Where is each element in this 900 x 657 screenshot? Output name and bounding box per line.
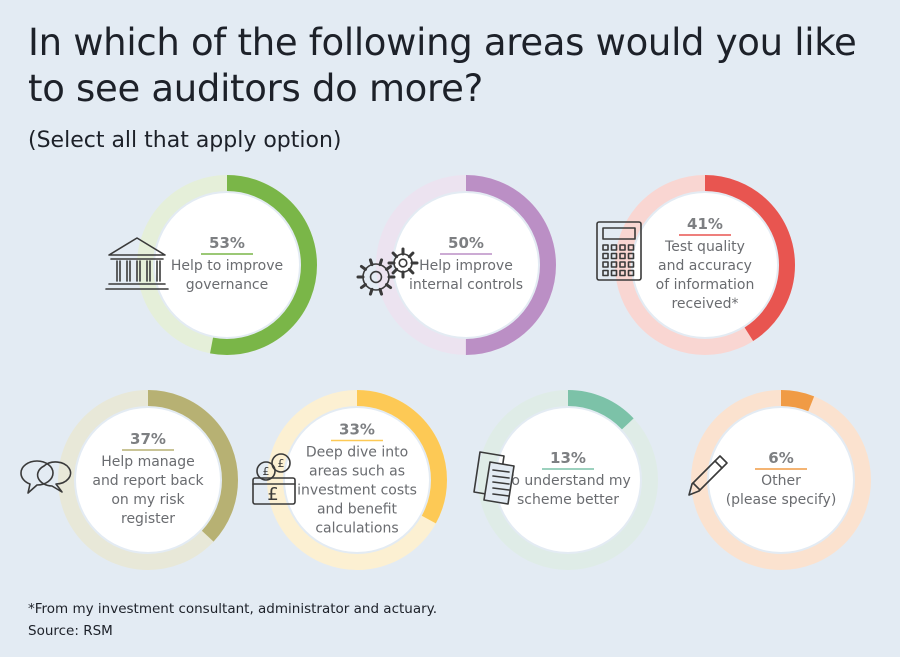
category-label-line: To understand my [504, 473, 631, 489]
donut-13: 13% To understand my scheme better [478, 390, 658, 570]
category-label-line: of information [656, 277, 755, 293]
category-label-line: internal controls [409, 277, 523, 293]
donut-inner [76, 408, 220, 552]
percentage-label: 41% [687, 215, 723, 233]
donut-value-arc [58, 390, 238, 570]
donut-value-arc [478, 390, 658, 570]
category-label-line: Deep dive into [306, 445, 408, 461]
donut-inner [709, 408, 853, 552]
percentage-label: 50% [448, 234, 484, 252]
category-label-line: and accuracy [658, 258, 752, 274]
donut-inner [633, 193, 777, 337]
footer: *From my investment consultant, administ… [28, 598, 437, 642]
donut-inner [496, 408, 640, 552]
pencil-icon [688, 455, 728, 496]
donut-6: 6% Other (please specify) [691, 390, 871, 570]
category-label-line: Help improve [419, 258, 513, 274]
svg-text:£: £ [263, 465, 270, 478]
category-label-line: (please specify) [726, 492, 837, 508]
category-label-line: and benefit [317, 502, 398, 518]
category-label-line: areas such as [309, 464, 405, 480]
documents-icon [473, 451, 515, 505]
donut-value-arc [615, 175, 795, 355]
category-label-line: on my risk [111, 492, 185, 508]
category-label-line: Help manage [101, 454, 195, 470]
category-label-line: scheme better [517, 492, 619, 508]
category-label-line: Test quality [664, 239, 745, 255]
pound-coins-wallet-icon: £ £ £ [252, 453, 296, 505]
donut-50: 50% Help improve internal controls [376, 175, 556, 355]
donut-37: 37% Help manage and report back on my risk r… [58, 390, 238, 570]
category-label-line: governance [186, 277, 269, 293]
svg-text:£: £ [267, 484, 278, 505]
footnote-text: *From my investment consultant, administ… [28, 601, 438, 617]
speech-bubbles-icon [20, 460, 72, 494]
donut-53: 53% Help to improve governance [137, 175, 317, 355]
category-label-line: Other [761, 473, 801, 489]
gears-icon [356, 247, 419, 296]
percentage-label: 33% [339, 421, 375, 439]
category-label-line: Help to improve [171, 258, 283, 274]
donut-value-arc [691, 390, 871, 570]
bank-building-icon [105, 237, 169, 290]
svg-text:£: £ [278, 457, 285, 470]
donut-inner [285, 408, 429, 552]
percentage-label: 37% [130, 430, 166, 448]
chart-subtitle: (Select all that apply option) [28, 128, 342, 153]
percentage-label: 13% [550, 449, 586, 467]
donut-value-arc [376, 175, 556, 355]
donut-33: 33% Deep dive into areas such as investment… [267, 390, 447, 570]
donut-inner [394, 193, 538, 337]
category-label-line: register [121, 511, 175, 527]
calculator-icon [596, 221, 642, 281]
donut-value-arc [267, 390, 447, 570]
chart-title: In which of the following areas would yo… [28, 21, 857, 110]
category-label-line: investment costs [297, 483, 417, 499]
percentage-label: 53% [209, 234, 245, 252]
category-label-line: and report back [92, 473, 204, 489]
donut-value-arc [137, 175, 317, 355]
category-label-line: received* [671, 296, 738, 312]
source-text: Source: RSM [28, 623, 113, 639]
donut-inner [155, 193, 299, 337]
category-label-line: calculations [315, 521, 398, 537]
donut-41: 41% Test quality and accuracy of informatio… [615, 175, 795, 355]
percentage-label: 6% [768, 449, 793, 467]
